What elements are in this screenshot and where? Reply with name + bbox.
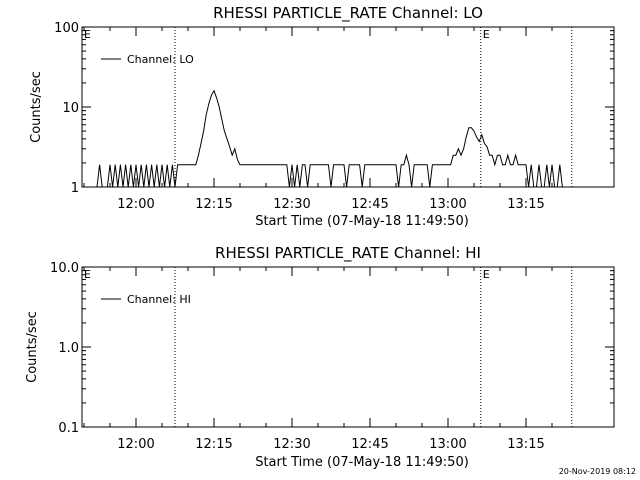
x-tick-label: 12:45: [351, 197, 388, 212]
y-tick-label: 10: [62, 101, 79, 116]
x-tick-label: 12:30: [273, 197, 310, 212]
x-tick-label: 13:00: [429, 197, 466, 212]
plot-frame: [81, 26, 615, 188]
y-tick-label: 100: [54, 21, 79, 36]
series-line-channel-lo: [96, 89, 563, 187]
y-tick-label: 0.1: [58, 421, 79, 436]
y-tick-label: 1: [71, 181, 79, 196]
panel-hi: RHESSI PARTICLE_RATE Channel: HI 0.1 1.0 10…: [25, 244, 615, 470]
y-tick-label: 1.0: [58, 341, 79, 356]
event-marker-label: E: [84, 268, 91, 281]
x-tick-label: 12:15: [195, 437, 232, 452]
y-axis-label: Counts/sec: [29, 71, 44, 143]
x-tick-label: 12:15: [195, 197, 232, 212]
x-axis-label: Start Time (07-May-18 11:49:50): [255, 214, 469, 229]
x-tick-label: 13:15: [507, 437, 544, 452]
x-tick-label: 12:00: [117, 437, 154, 452]
x-tick-label: 12:00: [117, 197, 154, 212]
x-axis-label: Start Time (07-May-18 11:49:50): [255, 455, 469, 470]
chart-title: RHESSI PARTICLE_RATE Channel: HI: [215, 244, 481, 263]
plot-frame: [81, 266, 615, 428]
x-tick-label: 12:30: [273, 437, 310, 452]
chart-title: RHESSI PARTICLE_RATE Channel: LO: [213, 4, 483, 23]
panel-lo: RHESSI PARTICLE_RATE Channel: LO 1 10 100 12…: [29, 4, 615, 229]
event-marker-label: E: [483, 268, 490, 281]
x-tick-label: 12:45: [351, 437, 388, 452]
legend-entry: Channel: LO: [127, 53, 194, 66]
event-marker-label: E: [84, 28, 91, 41]
y-tick-label: 10.0: [50, 261, 79, 276]
y-axis-label: Counts/sec: [25, 311, 40, 383]
legend-entry: Channel: HI: [127, 293, 191, 306]
x-tick-label: 13:15: [507, 197, 544, 212]
footer-timestamp: 20-Nov-2019 08:12: [559, 467, 636, 476]
event-marker-label: E: [483, 28, 490, 41]
x-tick-label: 13:00: [429, 437, 466, 452]
